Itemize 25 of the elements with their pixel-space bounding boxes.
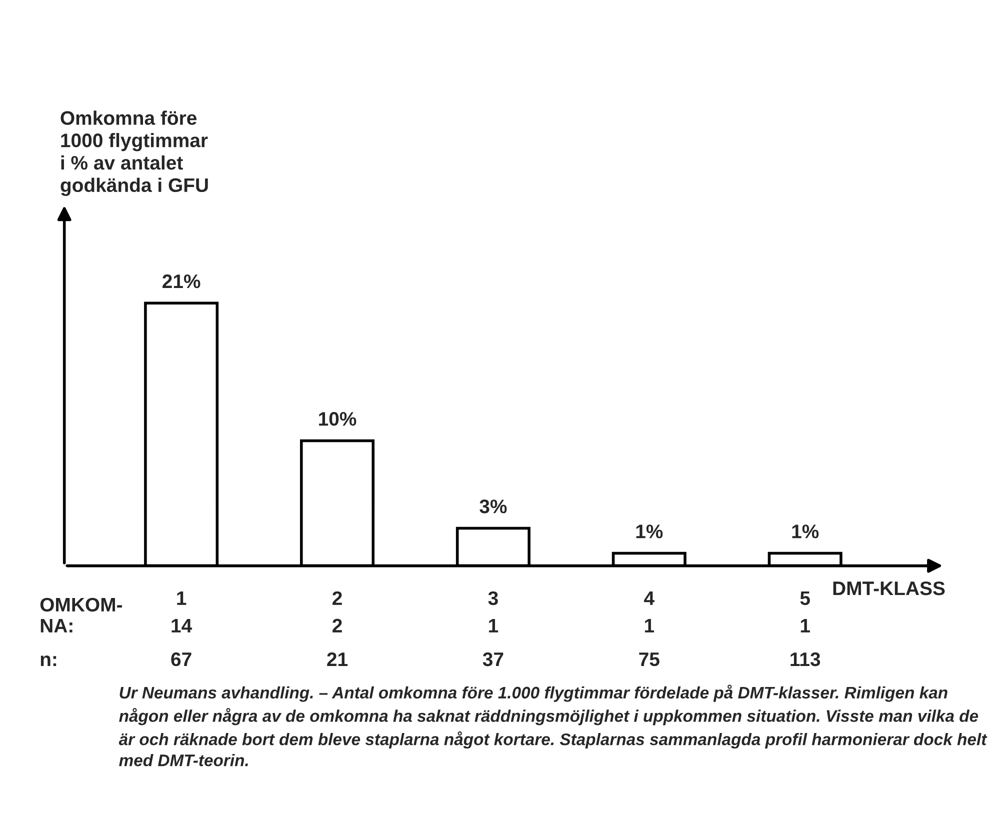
text: 75 [639,652,660,666]
x-tick-label: 2 [332,591,342,605]
text: OMKOM- NA: [40,598,122,632]
data-label: 3% [480,500,507,514]
text: 113 [790,652,820,666]
text: Omkomna före 1000 flygtimmar i % av antalet godkända i GFU [60,110,208,196]
x-tick-label: 4 [644,592,654,605]
data-label: 1% [792,524,819,538]
x-tick-label: 3 [488,591,498,606]
text: 21 [327,652,348,666]
data-label: 10% [319,412,356,426]
text: 1 [644,618,654,632]
text: 1 [489,618,498,632]
text: n: [40,656,56,666]
text: 14 [172,618,192,632]
text: 1 [800,618,810,632]
text: 67 [171,652,192,666]
text: 37 [482,652,504,666]
text: 2 [332,618,342,632]
x-tick-label: 5 [800,592,810,606]
data-label: 21% [162,274,200,288]
x-tick-label: 1 [177,592,186,605]
data-label: 1% [636,524,663,538]
text: Ur Neumans avhandling. – Antal omkomna före 1.000 flygtimmar fördelade på DMT-klasser. Rimligen kan någon eller några av de omkomna ha saknat räddningsmöjlighet i uppkommen situation. Visste man vilka de är och räknade bort dem bleve staplarna något kortare. Staplarnas sammanlagda profil harmonierar dock helt med DMT-teorin. [118,684,988,766]
x-axis-title: DMT-KLASS [833,581,945,596]
